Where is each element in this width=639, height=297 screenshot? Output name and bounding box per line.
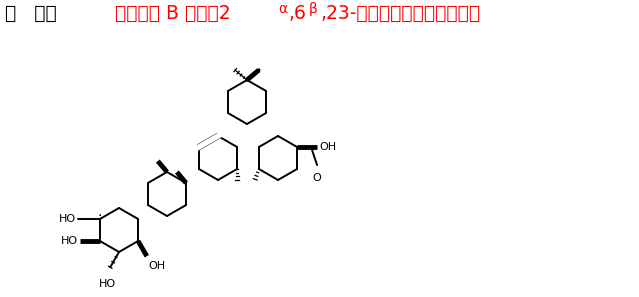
- Text: HO: HO: [59, 214, 76, 224]
- Text: α: α: [278, 2, 287, 16]
- Text: OH: OH: [149, 261, 166, 271]
- Text: ,23-三羟基齐墩果酸；终油酸: ,23-三羟基齐墩果酸；终油酸: [320, 4, 480, 23]
- Text: β: β: [309, 2, 318, 16]
- Text: OH: OH: [319, 142, 336, 152]
- Text: 积雪草苷 B 苷元：2: 积雪草苷 B 苷元：2: [115, 4, 231, 23]
- Text: HO: HO: [61, 236, 78, 246]
- Text: O: O: [312, 173, 321, 183]
- Text: 结   构：: 结 构：: [5, 4, 57, 23]
- Text: ·: ·: [98, 209, 102, 223]
- Text: HO: HO: [98, 279, 116, 289]
- Text: ,6: ,6: [289, 4, 307, 23]
